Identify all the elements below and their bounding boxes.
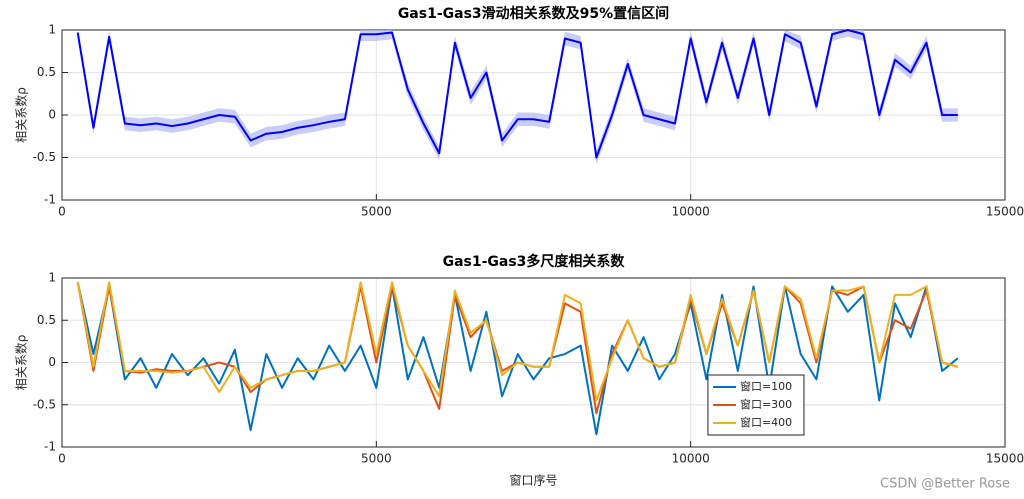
y-tick-label: 0.5 — [37, 65, 56, 79]
x-tick-label: 10000 — [672, 452, 710, 466]
y-tick-label: -1 — [44, 440, 56, 454]
legend-label: 窗口=100 — [740, 379, 792, 393]
y-tick-label: 1 — [48, 23, 56, 37]
x-tick-label: 5000 — [361, 205, 392, 219]
x-tick-label: 0 — [58, 452, 66, 466]
y-tick-label: -1 — [44, 193, 56, 207]
y-axis-label: 相关系数ρ — [14, 87, 29, 143]
data-line — [76, 282, 959, 436]
y-tick-label: 0.5 — [37, 313, 56, 327]
y-tick-label: -0.5 — [33, 150, 56, 164]
y-axis-label: 相关系数ρ — [14, 335, 29, 391]
y-tick-label: 0 — [48, 108, 56, 122]
legend-label: 窗口=300 — [740, 397, 792, 411]
x-tick-label: 10000 — [672, 205, 710, 219]
y-tick-label: 0 — [48, 355, 56, 369]
x-tick-label: 5000 — [361, 452, 392, 466]
watermark: CSDN @Better Rose — [880, 477, 1010, 492]
y-tick-label: 1 — [48, 271, 56, 285]
data-line — [76, 29, 958, 159]
legend-label: 窗口=400 — [740, 415, 792, 429]
chart-title: Gas1-Gas3多尺度相关系数 — [443, 253, 626, 270]
x-tick-label: 15000 — [986, 205, 1024, 219]
x-tick-label: 15000 — [986, 452, 1024, 466]
x-tick-label: 0 — [58, 205, 66, 219]
data-line — [76, 281, 959, 402]
y-tick-label: -0.5 — [33, 397, 56, 411]
confidence-band — [77, 30, 958, 165]
chart-title: Gas1-Gas3滑动相关系数及95%置信区间 — [398, 5, 669, 22]
x-axis-label: 窗口序号 — [509, 473, 557, 488]
